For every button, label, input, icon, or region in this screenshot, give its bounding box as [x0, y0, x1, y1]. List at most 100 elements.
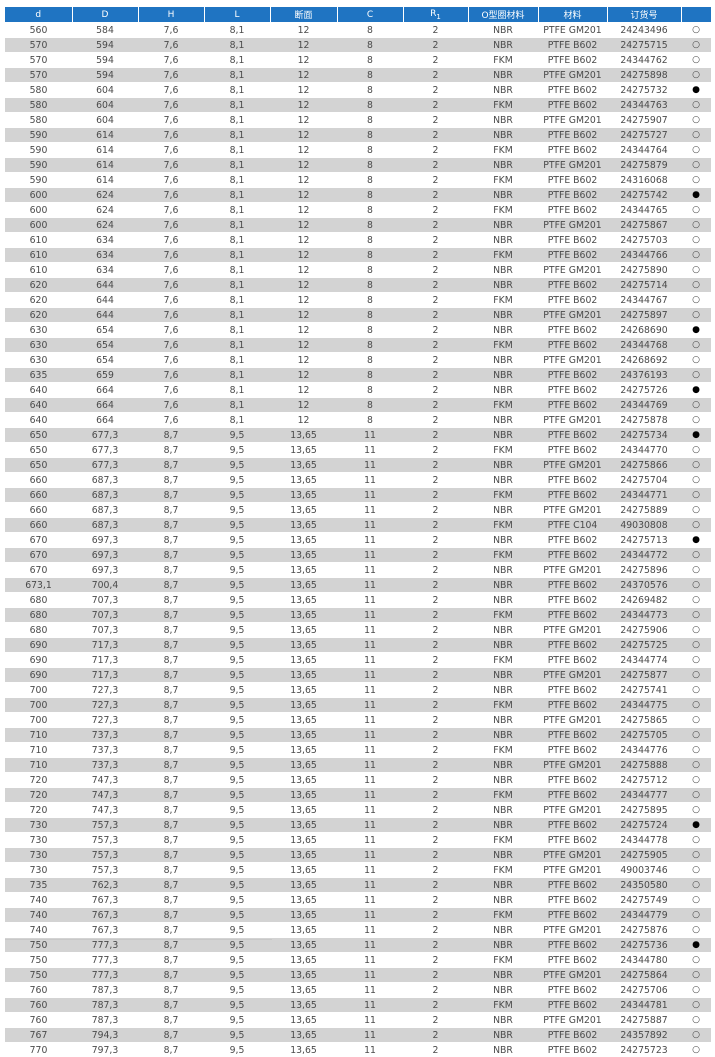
cell-D: 677,3	[72, 458, 138, 473]
cell-section: 12	[270, 293, 337, 308]
cell-R1: 2	[403, 263, 468, 278]
cell-d: 620	[5, 293, 72, 308]
cell-order-number: 24269482	[607, 593, 681, 608]
cell-o-ring-material: NBR	[468, 413, 538, 428]
cell-order-number: 24268692	[607, 353, 681, 368]
cell-material: PTFE B602	[538, 398, 607, 413]
cell-H: 8,7	[138, 518, 204, 533]
cell-D: 614	[72, 173, 138, 188]
cell-L: 8,1	[204, 188, 270, 203]
availability-open-circle-icon: ○	[692, 295, 700, 305]
cell-C: 8	[337, 83, 403, 98]
cell-o-ring-material: NBR	[468, 1028, 538, 1043]
cell-H: 8,7	[138, 1013, 204, 1028]
cell-L: 8,1	[204, 233, 270, 248]
availability-cell: ○	[681, 638, 711, 653]
cell-L: 9,5	[204, 743, 270, 758]
cell-o-ring-material: FKM	[468, 98, 538, 113]
cell-o-ring-material: NBR	[468, 968, 538, 983]
cell-L: 9,5	[204, 788, 270, 803]
availability-cell: ○	[681, 773, 711, 788]
availability-cell: ○	[681, 23, 711, 38]
availability-open-circle-icon: ○	[692, 550, 700, 560]
cell-o-ring-material: FKM	[468, 203, 538, 218]
cell-L: 9,5	[204, 608, 270, 623]
cell-C: 11	[337, 893, 403, 908]
cell-material: PTFE GM201	[538, 353, 607, 368]
availability-open-circle-icon: ○	[692, 1030, 700, 1040]
cell-section: 13,65	[270, 983, 337, 998]
cell-o-ring-material: FKM	[468, 173, 538, 188]
cell-material: PTFE B602	[538, 53, 607, 68]
availability-cell: ○	[681, 98, 711, 113]
cell-d: 650	[5, 428, 72, 443]
cell-L: 9,5	[204, 863, 270, 878]
cell-C: 8	[337, 383, 403, 398]
cell-section: 12	[270, 323, 337, 338]
availability-cell: ○	[681, 68, 711, 83]
availability-cell: ○	[681, 608, 711, 623]
cell-H: 7,6	[138, 38, 204, 53]
cell-d: 640	[5, 383, 72, 398]
cell-d: 670	[5, 563, 72, 578]
cell-L: 9,5	[204, 1013, 270, 1028]
header-availability	[681, 7, 711, 23]
cell-d: 590	[5, 143, 72, 158]
cell-C: 8	[337, 23, 403, 38]
availability-open-circle-icon: ○	[692, 1015, 700, 1025]
cell-order-number: 24344778	[607, 833, 681, 848]
cell-H: 8,7	[138, 548, 204, 563]
cell-R1: 2	[403, 488, 468, 503]
cell-C: 8	[337, 248, 403, 263]
cell-section: 13,65	[270, 848, 337, 863]
cell-H: 8,7	[138, 683, 204, 698]
cell-R1: 2	[403, 443, 468, 458]
cell-d: 740	[5, 923, 72, 938]
availability-cell: ○	[681, 173, 711, 188]
availability-cell: ○	[681, 668, 711, 683]
cell-order-number: 24275866	[607, 458, 681, 473]
cell-R1: 2	[403, 518, 468, 533]
cell-material: PTFE GM201	[538, 458, 607, 473]
cell-L: 8,1	[204, 323, 270, 338]
cell-R1: 2	[403, 683, 468, 698]
cell-material: PTFE B602	[538, 608, 607, 623]
cell-C: 11	[337, 758, 403, 773]
cell-section: 13,65	[270, 803, 337, 818]
cell-material: PTFE B602	[538, 443, 607, 458]
cell-section: 13,65	[270, 503, 337, 518]
cell-material: PTFE B602	[538, 908, 607, 923]
cell-H: 8,7	[138, 788, 204, 803]
cell-L: 9,5	[204, 533, 270, 548]
cell-H: 8,7	[138, 833, 204, 848]
cell-D: 737,3	[72, 743, 138, 758]
cell-o-ring-material: NBR	[468, 638, 538, 653]
header-H: H	[138, 7, 204, 23]
cell-o-ring-material: FKM	[468, 863, 538, 878]
cell-H: 7,6	[138, 353, 204, 368]
cell-order-number: 24275725	[607, 638, 681, 653]
cell-C: 11	[337, 593, 403, 608]
cell-material: PTFE B602	[538, 188, 607, 203]
cell-H: 7,6	[138, 98, 204, 113]
cell-R1: 2	[403, 803, 468, 818]
cell-o-ring-material: NBR	[468, 353, 538, 368]
cell-o-ring-material: NBR	[468, 713, 538, 728]
cell-d: 720	[5, 803, 72, 818]
cell-material: PTFE GM201	[538, 218, 607, 233]
cell-D: 614	[72, 143, 138, 158]
